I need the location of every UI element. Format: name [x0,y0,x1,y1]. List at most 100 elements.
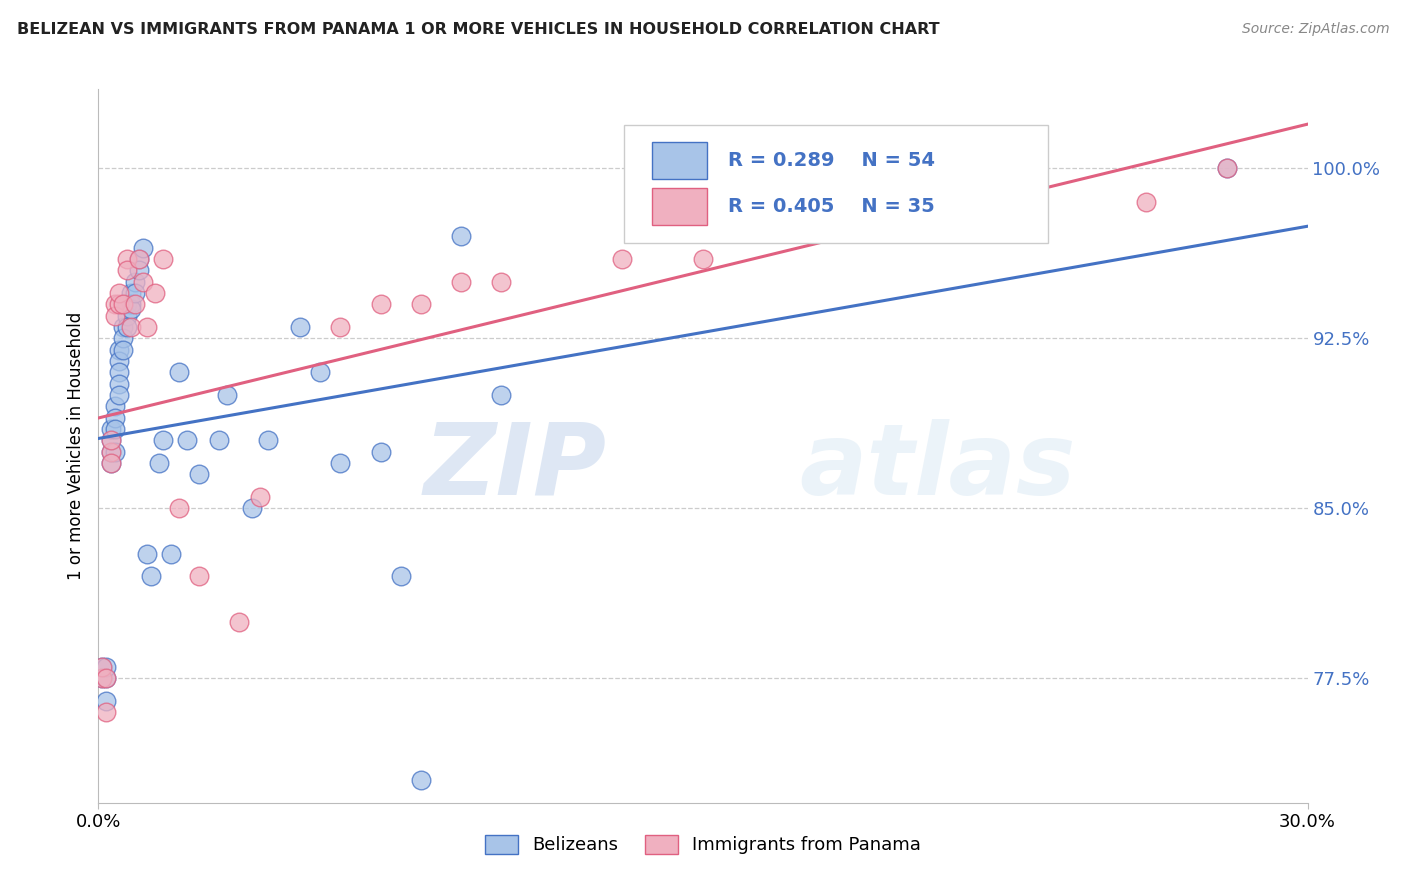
Text: ZIP: ZIP [423,419,606,516]
Point [107,388,129,402]
Point [115,252,138,266]
Point [120,297,142,311]
Point [188,467,211,482]
Point [103,400,125,414]
FancyBboxPatch shape [652,188,707,226]
Point [288,320,311,334]
Point [103,444,125,458]
Point [612,252,634,266]
Point [111,297,134,311]
Point [115,320,138,334]
Point [135,320,157,334]
Point [103,309,125,323]
Point [208,434,231,448]
Point [91,660,114,674]
Point [409,773,432,788]
Point [217,388,239,402]
Point [813,218,835,232]
Point [450,229,472,244]
Point [256,434,278,448]
Point [692,252,714,266]
Point [329,456,352,470]
Point [309,365,332,379]
Point [91,660,114,674]
Point [1216,161,1239,176]
Point [111,331,134,345]
Point [409,297,432,311]
Point [115,263,138,277]
Point [100,456,122,470]
Point [107,286,129,301]
Point [128,252,150,266]
Point [111,343,134,357]
Y-axis label: 1 or more Vehicles in Household: 1 or more Vehicles in Household [67,312,86,580]
Point [1216,161,1239,176]
Point [249,490,271,504]
Point [96,660,118,674]
Point [132,275,155,289]
Point [167,501,190,516]
Point [120,286,142,301]
Point [124,297,146,311]
Text: BELIZEAN VS IMMIGRANTS FROM PANAMA 1 OR MORE VEHICLES IN HOUSEHOLD CORRELATION C: BELIZEAN VS IMMIGRANTS FROM PANAMA 1 OR … [17,22,939,37]
Point [450,275,472,289]
Point [240,501,263,516]
Text: atlas: atlas [800,419,1076,516]
Point [96,694,118,708]
Point [128,252,150,266]
Point [111,320,134,334]
Point [124,286,146,301]
Point [124,275,146,289]
Point [160,547,183,561]
Point [188,569,211,583]
Text: Source: ZipAtlas.com: Source: ZipAtlas.com [1241,22,1389,37]
Point [139,569,162,583]
Point [143,286,166,301]
Point [491,275,513,289]
FancyBboxPatch shape [624,125,1047,243]
Point [893,207,915,221]
Point [152,434,174,448]
Point [1135,195,1157,210]
Point [228,615,250,629]
Point [120,301,142,316]
Point [132,241,155,255]
Point [115,309,138,323]
Point [96,671,118,685]
Point [103,297,125,311]
Point [107,297,129,311]
Point [100,434,122,448]
Point [167,365,190,379]
Point [100,434,122,448]
Point [100,422,122,436]
FancyBboxPatch shape [652,142,707,179]
Legend: Belizeans, Immigrants from Panama: Belizeans, Immigrants from Panama [478,828,928,862]
Point [91,671,114,685]
Point [107,343,129,357]
Point [103,410,125,425]
Point [100,444,122,458]
Point [135,547,157,561]
Point [107,354,129,368]
Point [370,444,392,458]
Point [370,297,392,311]
Point [91,671,114,685]
Point [491,388,513,402]
Point [100,456,122,470]
Point [148,456,170,470]
Point [115,297,138,311]
Point [100,444,122,458]
Point [389,569,412,583]
Point [96,671,118,685]
Point [120,320,142,334]
Point [107,365,129,379]
Point [128,263,150,277]
Point [152,252,174,266]
Point [103,422,125,436]
Point [176,434,198,448]
Text: R = 0.405    N = 35: R = 0.405 N = 35 [728,197,935,217]
Point [329,320,352,334]
Point [96,705,118,719]
Point [107,376,129,391]
Text: R = 0.289    N = 54: R = 0.289 N = 54 [728,151,935,170]
